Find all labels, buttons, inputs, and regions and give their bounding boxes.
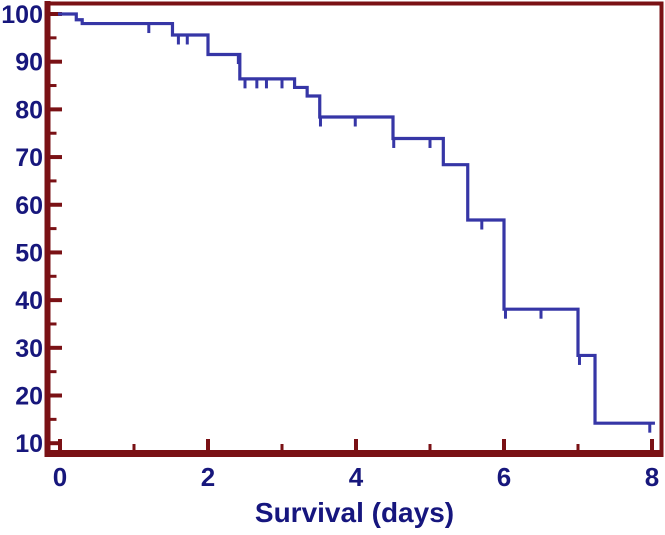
y-tick-label: 100 xyxy=(1,1,43,29)
x-tick-label: 2 xyxy=(201,462,215,492)
y-tick-label: 70 xyxy=(15,144,43,172)
y-tick-label: 10 xyxy=(15,430,43,458)
x-tick-label: 8 xyxy=(645,462,659,492)
y-tick-label: 80 xyxy=(15,96,43,124)
x-tick-label: 6 xyxy=(497,462,511,492)
y-tick-label: 90 xyxy=(15,49,43,77)
y-tick-label: 40 xyxy=(15,287,43,315)
y-tick-label: 50 xyxy=(15,239,43,267)
x-axis-title: Survival (days) xyxy=(254,497,455,528)
y-tick-label: 20 xyxy=(15,383,43,411)
y-tick-label: 60 xyxy=(15,192,43,220)
y-tick-label: 30 xyxy=(15,335,43,363)
x-tick-label: 4 xyxy=(349,462,364,492)
survival-step-curve xyxy=(58,12,655,425)
x-tick-label: 0 xyxy=(53,462,67,492)
